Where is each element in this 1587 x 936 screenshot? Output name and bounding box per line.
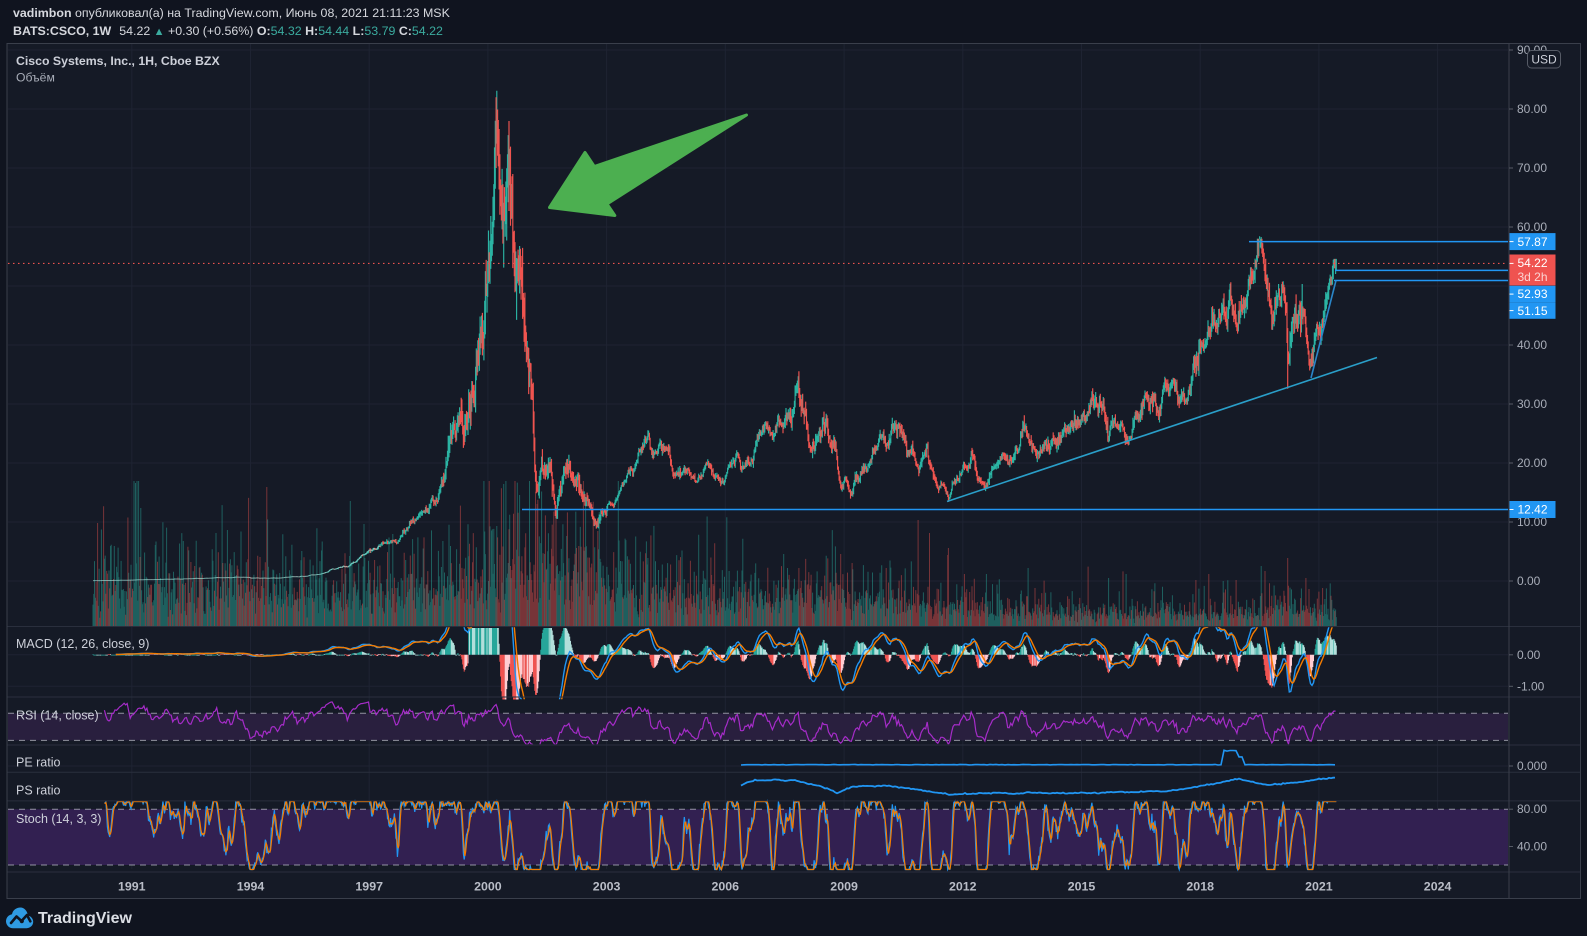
svg-text:2024: 2024 xyxy=(1424,880,1452,894)
svg-text:PS ratio: PS ratio xyxy=(16,784,61,798)
svg-text:40.00: 40.00 xyxy=(1517,338,1547,352)
svg-text:51.15: 51.15 xyxy=(1517,304,1547,318)
svg-text:0.00: 0.00 xyxy=(1517,574,1541,588)
svg-text:USD: USD xyxy=(1531,53,1557,67)
svg-text:2009: 2009 xyxy=(830,880,858,894)
svg-text:10.00: 10.00 xyxy=(1517,515,1547,529)
svg-text:2000: 2000 xyxy=(474,880,502,894)
svg-text:2015: 2015 xyxy=(1068,880,1096,894)
svg-text:2021: 2021 xyxy=(1305,880,1333,894)
svg-text:80.00: 80.00 xyxy=(1517,802,1547,816)
svg-text:PE ratio: PE ratio xyxy=(16,756,61,770)
svg-text:60.00: 60.00 xyxy=(1517,220,1547,234)
svg-text:1991: 1991 xyxy=(118,880,146,894)
svg-text:57.87: 57.87 xyxy=(1517,235,1547,249)
svg-text:40.00: 40.00 xyxy=(1517,840,1547,854)
svg-text:2006: 2006 xyxy=(712,880,740,894)
svg-text:30.00: 30.00 xyxy=(1517,397,1547,411)
svg-text:0.00: 0.00 xyxy=(1517,648,1541,662)
svg-text:12.42: 12.42 xyxy=(1517,503,1547,517)
svg-text:RSI (14, close): RSI (14, close) xyxy=(16,709,99,723)
svg-text:1997: 1997 xyxy=(355,880,383,894)
svg-text:2012: 2012 xyxy=(949,880,977,894)
svg-text:0.000: 0.000 xyxy=(1517,759,1547,773)
svg-text:Объём: Объём xyxy=(16,71,55,85)
svg-text:70.00: 70.00 xyxy=(1517,161,1547,175)
svg-text:2018: 2018 xyxy=(1186,880,1214,894)
svg-text:80.00: 80.00 xyxy=(1517,102,1547,116)
svg-text:-1.00: -1.00 xyxy=(1517,679,1545,693)
svg-text:MACD (12, 26, close, 9): MACD (12, 26, close, 9) xyxy=(16,637,149,651)
svg-text:2003: 2003 xyxy=(593,880,621,894)
svg-text:52.93: 52.93 xyxy=(1517,287,1547,301)
svg-text:Cisco Systems, Inc., 1H, Cboe: Cisco Systems, Inc., 1H, Cboe BZX xyxy=(16,54,220,68)
svg-text:54.22: 54.22 xyxy=(1517,256,1547,270)
svg-text:20.00: 20.00 xyxy=(1517,456,1547,470)
svg-text:TradingView: TradingView xyxy=(38,910,133,927)
svg-text:3d 2h: 3d 2h xyxy=(1517,270,1547,284)
svg-text:Stoch (14, 3, 3): Stoch (14, 3, 3) xyxy=(16,812,101,826)
svg-text:1994: 1994 xyxy=(237,880,265,894)
